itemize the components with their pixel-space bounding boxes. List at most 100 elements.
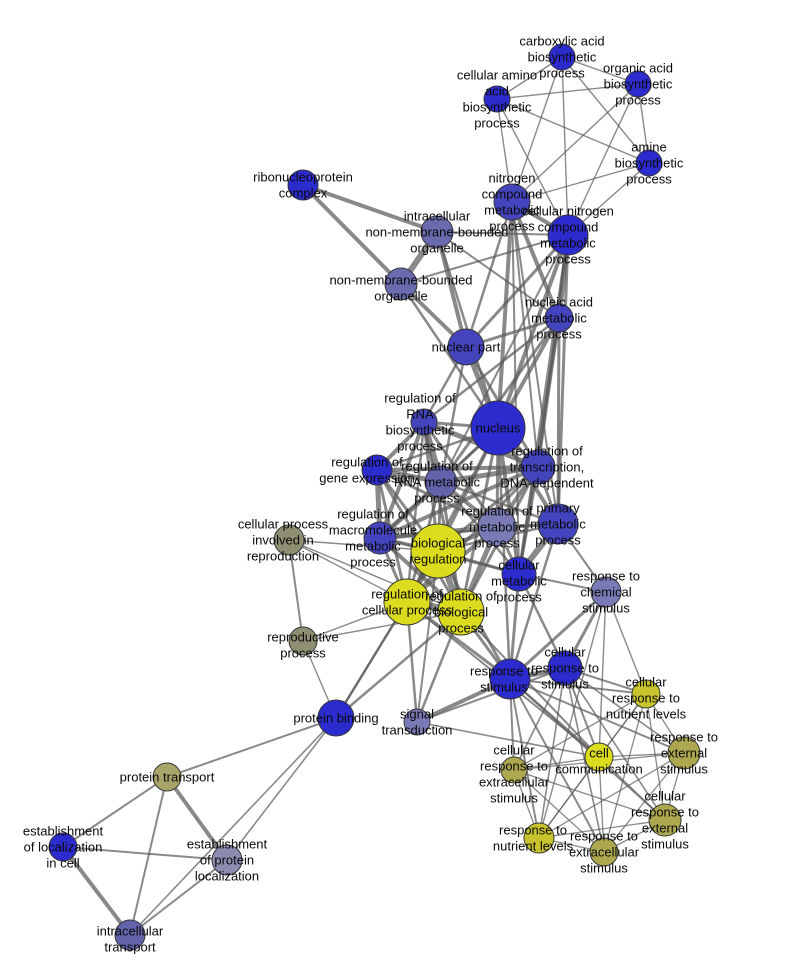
node-crnl[interactable] [631, 679, 661, 709]
node-rbp[interactable] [437, 588, 485, 636]
node-cncm[interactable] [547, 214, 589, 256]
node-label-amba: amine biosynthetic process [615, 140, 684, 187]
node-label-epl: establishment of protein localization [187, 837, 268, 884]
node-amba[interactable] [635, 149, 663, 177]
edge-st-cc [416, 721, 600, 758]
edge-rrbp-rcp [405, 421, 426, 603]
node-label-cpir: cellular process involved in reproduction [238, 517, 329, 564]
edge-ncm-nam [510, 201, 561, 319]
edge-amba-ncm [511, 162, 650, 203]
node-label-cres: cellular response to extracellular stimulus [479, 743, 550, 806]
node-rnl[interactable] [523, 822, 555, 854]
node-nucleus[interactable] [470, 400, 526, 456]
node-caba[interactable] [548, 43, 576, 71]
node-label-rrmp: regulation of RNA metabolic process [394, 459, 480, 506]
edge-pmp-rs [508, 523, 560, 680]
node-bioreg[interactable] [410, 523, 466, 579]
edge-ncm-npart [464, 201, 514, 348]
node-label-st: signal transduction [382, 707, 453, 738]
edge-oaba-cncm [567, 83, 639, 236]
node-elc[interactable] [48, 832, 78, 862]
node-crs[interactable] [547, 650, 583, 686]
edge-res-rnl [538, 752, 685, 839]
node-cpir[interactable] [273, 524, 305, 556]
node-rs[interactable] [489, 658, 531, 700]
node-cc[interactable] [584, 742, 614, 772]
edge-caba-cncm [561, 56, 569, 236]
edge-npart-rrmp [439, 346, 468, 483]
node-label-crnl: cellular response to nutrient levels [606, 675, 687, 722]
node-epl[interactable] [211, 844, 243, 876]
edge-crs-crexs [564, 667, 666, 821]
edge-rs-rnl [509, 678, 540, 839]
edge-crexs-rnl [538, 819, 666, 839]
edge-nam-rrbp [423, 317, 560, 423]
node-label-ncm: nitrogen compound metabolic process [482, 171, 543, 234]
edge-cres-rexs [513, 769, 605, 853]
node-label-crexs: cellular response to external stimulus [631, 789, 699, 852]
edge-caba-ncm [511, 56, 563, 203]
edge-ncm-rtdna [511, 201, 539, 468]
node-rmmp[interactable] [363, 521, 397, 555]
node-rnp[interactable] [287, 169, 319, 201]
node-repro[interactable] [288, 626, 318, 656]
edge-rnp-nmbo [301, 183, 403, 286]
node-label-rmmp: regulation of macromolecule metabolic proce… [329, 507, 417, 570]
edge-aaba-amba [496, 98, 650, 164]
node-cres[interactable] [500, 756, 528, 784]
node-label-rtdna: regulation of transcription, DNA-dependent [500, 444, 594, 491]
node-rge[interactable] [361, 454, 393, 486]
edge-ncm-nucleus [496, 201, 514, 429]
edge-crnl-crexs [645, 693, 666, 821]
node-label-bioreg: biological regulation [409, 536, 466, 567]
edge-elc-it [61, 845, 132, 937]
edge-nam-rrmp [439, 317, 561, 483]
node-st[interactable] [403, 708, 431, 736]
edge-rrbp-rmp [422, 421, 499, 528]
node-oaba[interactable] [624, 70, 652, 98]
edge-pb-pt [166, 717, 337, 778]
node-rmp[interactable] [477, 507, 517, 547]
node-label-rnp: ribonucleoprotein complex [253, 170, 353, 201]
node-rcs[interactable] [590, 576, 622, 608]
node-cmp[interactable] [501, 556, 537, 592]
edge-cpir-repro [288, 539, 304, 642]
node-label-cmp: cellular metabolic process [491, 558, 547, 605]
edge-crnl-rexs [603, 693, 647, 853]
node-nmbo[interactable] [384, 267, 418, 301]
node-rcp[interactable] [383, 578, 431, 626]
edge-cres-crexs [513, 769, 666, 821]
edge-bioreg-st [416, 550, 439, 723]
node-label-crs: cellular response to stimulus [531, 645, 599, 692]
edge-cc-rexs [598, 756, 605, 853]
node-npart[interactable] [447, 328, 485, 366]
node-inmbo[interactable] [420, 215, 454, 249]
node-aaba[interactable] [483, 85, 511, 113]
edge-crs-rexs [564, 667, 605, 853]
node-it[interactable] [114, 919, 146, 951]
node-label-elc: establishment of localization in cell [23, 824, 104, 871]
node-nam[interactable] [544, 303, 574, 333]
edge-crs-rnl [538, 667, 566, 839]
node-rexs[interactable] [589, 837, 619, 867]
edge-nmbo-cncm [400, 234, 569, 285]
edge-rcs-rnl [538, 591, 607, 839]
node-label-npart: nuclear part [432, 340, 501, 355]
node-label-pmp: primary metabolic process [530, 501, 586, 548]
node-crexs[interactable] [648, 803, 682, 837]
edge-pt-epl [165, 775, 229, 862]
node-rrmp[interactable] [424, 465, 458, 499]
node-label-pb: protein binding [293, 711, 378, 726]
node-pb[interactable] [317, 699, 355, 737]
node-rtdna[interactable] [520, 449, 556, 485]
node-ncm[interactable] [493, 183, 531, 221]
node-pmp[interactable] [537, 503, 579, 545]
node-res[interactable] [667, 736, 701, 770]
node-rrbp[interactable] [410, 408, 438, 436]
edge-cncm-npart [464, 233, 570, 349]
node-label-rcs: response to chemical stimulus [572, 569, 640, 616]
node-pt[interactable] [152, 762, 182, 792]
node-label-rmp: regulation of metabolic process [461, 504, 533, 551]
edge-aaba-oaba [496, 83, 639, 100]
